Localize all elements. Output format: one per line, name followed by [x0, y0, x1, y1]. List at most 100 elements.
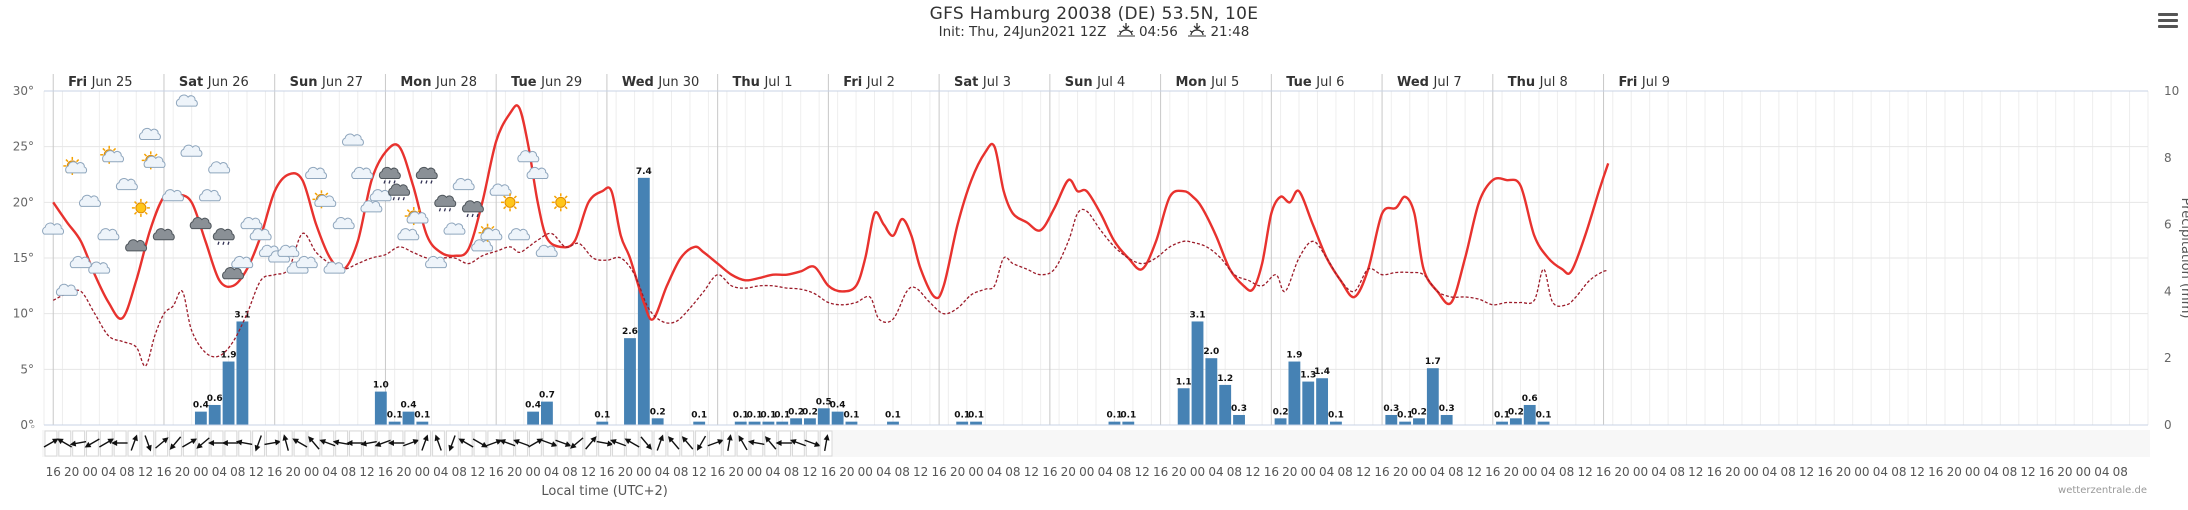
- wind-arrow-icon: [472, 438, 488, 448]
- precip-bar: [1177, 388, 1190, 425]
- x-tick-label: 08: [2002, 465, 2017, 479]
- chart-subtitle: Init: Thu, 24Jun2021 12Z 04:56 21:48: [0, 23, 2188, 41]
- y2-tick-label: 10: [2164, 84, 2179, 98]
- wind-arrow-icon: [43, 438, 59, 448]
- x-tick-label: 20: [618, 465, 633, 479]
- x-tick-label: 20: [507, 465, 522, 479]
- precip-bar: [956, 421, 969, 425]
- precip-label: 0.7: [539, 391, 555, 401]
- x-tick-label: 00: [1079, 465, 1094, 479]
- precip-bar: [1496, 421, 1508, 425]
- partly-sunny-icon: [312, 190, 337, 209]
- x-tick-label: 20: [1393, 465, 1408, 479]
- wind-arrow-icon: [182, 438, 198, 448]
- x-tick-label: 08: [1338, 465, 1353, 479]
- cloud-icon: [180, 144, 203, 157]
- wind-arrow-icon: [235, 439, 253, 446]
- x-tick-label: 08: [119, 465, 134, 479]
- x-tick-label: 04: [544, 465, 559, 479]
- precip-label: 0.1: [885, 411, 901, 421]
- x-tick-label: 20: [1061, 465, 1076, 479]
- precip-label: 0.3: [1383, 404, 1399, 414]
- cloud-icon: [55, 283, 78, 296]
- x-tick-label: 04: [987, 465, 1002, 479]
- x-tick-label: 00: [1854, 465, 1869, 479]
- cloud-icon: [295, 255, 318, 269]
- precip-bar: [416, 421, 429, 425]
- x-tick-label: 16: [821, 465, 836, 479]
- wind-arrow-icon: [387, 440, 405, 446]
- cloud-icon: [249, 228, 272, 241]
- precip-bar: [1191, 321, 1204, 425]
- precip-bar: [970, 421, 982, 425]
- wind-arrow-icon: [513, 439, 530, 447]
- day-label: Tue Jul 6: [1286, 75, 1344, 90]
- x-tick-label: 04: [2094, 465, 2109, 479]
- x-tick-label: 16: [1707, 465, 1722, 479]
- x-tick-label: 16: [2039, 465, 2054, 479]
- x-tick-label: 04: [212, 465, 227, 479]
- chart-title: GFS Hamburg 20038 (DE) 53.5N, 10E: [929, 4, 1259, 24]
- precip-bar: [693, 421, 706, 425]
- wind-arrow-icon: [738, 435, 748, 451]
- cloud-icon: [517, 150, 540, 163]
- plot-grid: [43, 74, 2149, 426]
- y-tick-label: 30°: [13, 84, 34, 98]
- precip-label: 0.1: [774, 411, 790, 421]
- x-tick-label: 08: [2113, 465, 2128, 479]
- x-tick-label: 04: [101, 465, 116, 479]
- precip-label: 0.2: [1508, 407, 1524, 417]
- precip-bar: [762, 421, 775, 425]
- sunrise-time: 04:56: [1138, 24, 1178, 40]
- precip-label: 0.5: [816, 397, 832, 407]
- wind-arrow-icon: [130, 434, 138, 451]
- wind-arrow-icon: [360, 440, 378, 447]
- precip-bar: [817, 408, 830, 425]
- cloud-icon: [277, 244, 300, 257]
- x-tick-label: 00: [525, 465, 540, 479]
- precip-bar: [402, 411, 415, 425]
- y2-tick-label: 4: [2164, 284, 2172, 298]
- wind-arrow-icon: [570, 437, 584, 449]
- precip-label: 0.2: [1411, 407, 1427, 417]
- hamburger-menu-icon[interactable]: [2158, 13, 2178, 29]
- x-tick-label: 04: [1430, 465, 1445, 479]
- dark-cloud-icon: [152, 228, 175, 241]
- wind-arrow-icon: [748, 439, 765, 446]
- precip-bar: [1426, 368, 1439, 425]
- precip-label: 0.1: [1494, 411, 1510, 421]
- y-tick-label: 5°: [20, 362, 34, 376]
- precip-bar: [1330, 421, 1342, 425]
- sunrise-icon: [1116, 23, 1135, 41]
- precip-label: 1.7: [1425, 357, 1441, 367]
- x-tick-label: 00: [747, 465, 762, 479]
- x-tick-label: 20: [286, 465, 301, 479]
- y-tick-label: 20°: [13, 195, 34, 209]
- sunset-time: 21:48: [1210, 24, 1250, 40]
- rain-cloud-icon: [388, 183, 411, 201]
- x-tick-label: 08: [562, 465, 577, 479]
- x-tick-label: 08: [1448, 465, 1463, 479]
- rain-cloud-icon: [212, 228, 235, 245]
- x-tick-label: 08: [1116, 465, 1131, 479]
- x-tick-label: 00: [415, 465, 430, 479]
- dewpoint-line: [52, 208, 1609, 367]
- precip-bar: [776, 421, 789, 425]
- cloud-icon: [452, 178, 475, 191]
- x-tick-label: 08: [452, 465, 467, 479]
- dark-cloud-icon: [189, 217, 212, 230]
- day-label: Thu Jul 8: [1508, 75, 1568, 90]
- x-tick-label: 20: [1836, 465, 1851, 479]
- x-tick-label: 00: [2076, 465, 2091, 479]
- wind-arrow-icon: [640, 436, 652, 450]
- wind-arrow-icon: [282, 434, 289, 451]
- rain-cloud-icon: [434, 194, 457, 212]
- dark-cloud-icon: [222, 267, 244, 280]
- precip-bar: [624, 338, 636, 425]
- x-tick-label: 12: [1910, 465, 1925, 479]
- cloud-icon: [175, 94, 198, 107]
- wind-arrow-icon: [596, 440, 614, 447]
- x-tick-label: 04: [655, 465, 670, 479]
- precip-bar: [1523, 404, 1536, 425]
